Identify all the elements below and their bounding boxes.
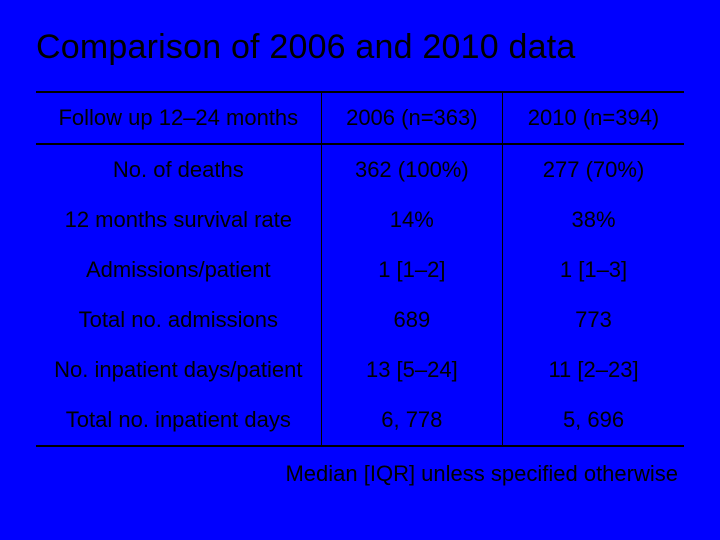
cell-2006: 13 [5–24] <box>321 345 502 395</box>
cell-metric: Total no. admissions <box>36 295 321 345</box>
cell-2006: 14% <box>321 195 502 245</box>
col-header-2010: 2010 (n=394) <box>503 92 684 144</box>
cell-2010: 11 [2–23] <box>503 345 684 395</box>
table-row: 12 months survival rate 14% 38% <box>36 195 684 245</box>
cell-2006: 689 <box>321 295 502 345</box>
col-header-metric: Follow up 12–24 months <box>36 92 321 144</box>
cell-2006: 1 [1–2] <box>321 245 502 295</box>
cell-2010: 5, 696 <box>503 395 684 446</box>
table-row: Total no. inpatient days 6, 778 5, 696 <box>36 395 684 446</box>
slide-title: Comparison of 2006 and 2010 data <box>36 28 684 67</box>
table-row: No. of deaths 362 (100%) 277 (70%) <box>36 144 684 195</box>
table-row: Total no. admissions 689 773 <box>36 295 684 345</box>
table-row: Admissions/patient 1 [1–2] 1 [1–3] <box>36 245 684 295</box>
cell-2010: 277 (70%) <box>503 144 684 195</box>
cell-metric: No. inpatient days/patient <box>36 345 321 395</box>
cell-metric: Total no. inpatient days <box>36 395 321 446</box>
cell-metric: No. of deaths <box>36 144 321 195</box>
cell-2010: 1 [1–3] <box>503 245 684 295</box>
comparison-table: Follow up 12–24 months 2006 (n=363) 2010… <box>36 91 684 447</box>
cell-metric: 12 months survival rate <box>36 195 321 245</box>
table-row: No. inpatient days/patient 13 [5–24] 11 … <box>36 345 684 395</box>
cell-2010: 38% <box>503 195 684 245</box>
cell-metric: Admissions/patient <box>36 245 321 295</box>
cell-2010: 773 <box>503 295 684 345</box>
col-header-2006: 2006 (n=363) <box>321 92 502 144</box>
table-header-row: Follow up 12–24 months 2006 (n=363) 2010… <box>36 92 684 144</box>
cell-2006: 362 (100%) <box>321 144 502 195</box>
cell-2006: 6, 778 <box>321 395 502 446</box>
footnote: Median [IQR] unless specified otherwise <box>36 461 684 487</box>
